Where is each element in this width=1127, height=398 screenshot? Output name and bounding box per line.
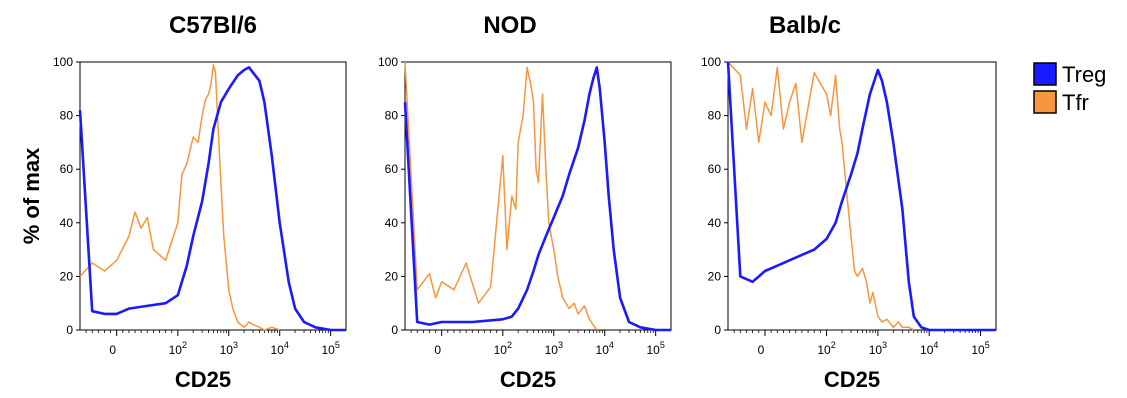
panel-title: C57Bl/6 (169, 12, 257, 39)
y-tick-label: 0 (391, 323, 398, 337)
y-tick-label: 20 (708, 269, 722, 283)
legend-swatch-tfr (1033, 90, 1057, 114)
x-tick-label: 102 (494, 340, 512, 357)
x-tick-label: 0 (109, 343, 116, 357)
panel-balb-c: Balb/c 0 20 40 60 80 100 0 102 103 104 105 CD25 (701, 12, 997, 392)
panel-title: NOD (483, 12, 536, 39)
y-tick-label: 40 (60, 216, 74, 230)
y-axis-label: % of max (19, 147, 44, 244)
y-tick-label: 80 (385, 109, 399, 123)
panel-title: Balb/c (769, 12, 841, 39)
series-line-tfr (404, 61, 598, 331)
series-line-treg (726, 61, 996, 332)
y-tick-label: 0 (714, 323, 721, 337)
x-tick-label: 105 (646, 340, 664, 357)
y-tick-label: 80 (708, 109, 722, 123)
y-tick-label: 60 (60, 162, 74, 176)
x-tick-label: 105 (971, 340, 989, 357)
panel-nod: NOD 0 20 40 60 80 100 0 102 103 104 105 CD25 (378, 12, 672, 392)
y-tick-label: 40 (708, 216, 722, 230)
y-tick-label: 60 (385, 162, 399, 176)
y-tick-label: 100 (378, 55, 398, 69)
y-tick-label: 40 (385, 216, 399, 230)
panel-c57bl-6: C57Bl/6 0 20 40 60 80 100 0 102 103 104 105 CD25 (53, 12, 347, 392)
x-tick-label: 0 (434, 343, 441, 357)
series-line-tfr (727, 61, 915, 331)
x-axis-label: CD25 (500, 367, 556, 392)
legend-label-treg: Treg (1062, 62, 1106, 87)
series-line-tfr (79, 63, 280, 331)
legend-label-tfr: Tfr (1062, 90, 1089, 115)
y-tick-label: 20 (60, 269, 74, 283)
panels: C57Bl/6 0 20 40 60 80 100 0 102 103 104 105 CD25 NOD 0… (53, 12, 997, 392)
y-tick-label: 100 (53, 55, 73, 69)
legend: Treg Tfr (1033, 62, 1106, 115)
x-tick-label: 102 (169, 340, 187, 357)
y-tick-label: 20 (385, 269, 399, 283)
legend-swatch-treg (1033, 62, 1057, 86)
series-line-treg (403, 66, 671, 332)
y-tick-label: 0 (66, 323, 73, 337)
plot-frame (404, 61, 672, 331)
y-tick-label: 60 (708, 162, 722, 176)
x-tick-label: 102 (817, 340, 835, 357)
x-tick-label: 104 (920, 340, 938, 357)
y-tick-label: 80 (60, 109, 74, 123)
x-tick-label: 104 (596, 340, 614, 357)
x-tick-label: 103 (545, 340, 563, 357)
x-tick-label: 103 (220, 340, 238, 357)
x-tick-label: 103 (869, 340, 887, 357)
series-line-treg (78, 66, 346, 332)
x-tick-label: 0 (758, 343, 765, 357)
plot-frame (79, 61, 347, 331)
x-axis-label: CD25 (175, 367, 231, 392)
x-tick-label: 105 (321, 340, 339, 357)
x-tick-label: 104 (271, 340, 289, 357)
plot-frame (727, 61, 997, 331)
y-tick-label: 100 (701, 55, 721, 69)
x-axis-label: CD25 (824, 367, 880, 392)
